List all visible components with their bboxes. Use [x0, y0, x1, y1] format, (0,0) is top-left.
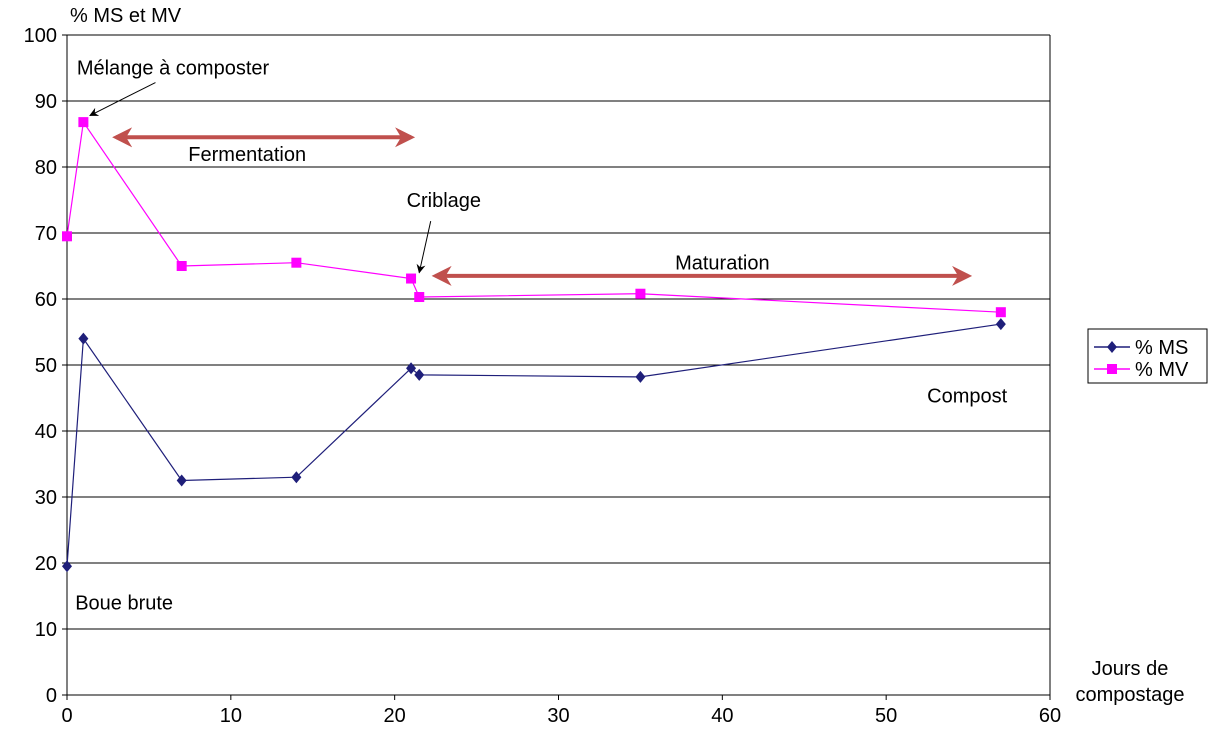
series-1-point-3	[291, 257, 302, 268]
legend: % MS% MV	[1087, 328, 1208, 384]
series-1-point-0	[62, 231, 72, 242]
series-0-point-6	[635, 370, 646, 383]
x-tick-labels: 0 10 20 30 40 50 60	[61, 705, 1061, 727]
series-1-point-1	[78, 117, 89, 128]
series-line-0	[66, 323, 1001, 567]
y-tick-label-80: 80	[35, 157, 57, 179]
series-0-point-1	[78, 332, 89, 345]
y-tick-label-70: 70	[35, 223, 57, 245]
x-tick-label-10: 10	[220, 705, 242, 727]
series-1-point-7	[995, 307, 1006, 318]
series-0	[62, 318, 1006, 573]
phase-arrows	[112, 127, 973, 286]
series-0-point-2	[176, 474, 187, 487]
y-tick-label-10: 10	[35, 619, 57, 641]
y-tick-label-100: 100	[24, 25, 57, 47]
y-tick-label-40: 40	[35, 421, 57, 443]
legend-label-0: % MS	[1135, 337, 1188, 359]
annotation-2: Criblage	[407, 190, 481, 212]
pointer-arrow-criblage	[416, 221, 432, 274]
series-0-point-0	[62, 560, 72, 573]
series-0-point-4	[406, 362, 417, 375]
legend-marker-0	[1107, 341, 1117, 353]
y-tick-label-0: 0	[46, 685, 57, 707]
y-tick-label-50: 50	[35, 355, 57, 377]
pointer-arrow-melange	[89, 82, 156, 116]
series-1-point-4	[406, 273, 417, 284]
series-0-point-3	[291, 471, 302, 484]
y-tick-label-90: 90	[35, 91, 57, 113]
series-0-point-7	[995, 318, 1006, 331]
annotation-1: Fermentation	[188, 144, 306, 166]
y-tick-label-60: 60	[35, 289, 57, 311]
x-tick-label-60: 60	[1039, 705, 1061, 727]
y-tick-label-20: 20	[35, 553, 57, 575]
series-1-point-6	[635, 288, 646, 299]
y-tick-label-30: 30	[35, 487, 57, 509]
x-tick-label-20: 20	[384, 705, 406, 727]
x-tick-label-40: 40	[711, 705, 733, 727]
x-tick-label-30: 30	[547, 705, 569, 727]
annotation-0: Mélange à composter	[77, 57, 270, 79]
series-layer	[62, 117, 1006, 573]
x-tick-label-0: 0	[61, 705, 72, 727]
axes	[62, 34, 1051, 700]
y-tick-labels: 0 10 20 30 40 50 60 70 80 90 100	[24, 25, 57, 707]
series-1-point-5	[414, 292, 425, 303]
x-axis-label-line2: compostage	[1076, 684, 1185, 706]
y-axis-label: % MS et MV	[70, 5, 182, 27]
series-0-point-5	[414, 368, 425, 381]
annotations: Mélange à composter Fermentation Criblage M…	[75, 57, 1007, 614]
series-1-point-2	[176, 261, 187, 271]
x-tick-label-50: 50	[875, 705, 897, 727]
annotation-5: Compost	[927, 385, 1007, 407]
series-1	[62, 117, 1006, 318]
series-line-1	[66, 120, 1001, 313]
gridlines	[67, 34, 1050, 630]
annotation-3: Maturation	[675, 253, 770, 275]
legend-label-1: % MV	[1135, 359, 1189, 381]
x-axis-label-line1: Jours de	[1092, 658, 1169, 680]
annotation-4: Boue brute	[75, 593, 173, 615]
legend-marker-1	[1107, 364, 1117, 374]
